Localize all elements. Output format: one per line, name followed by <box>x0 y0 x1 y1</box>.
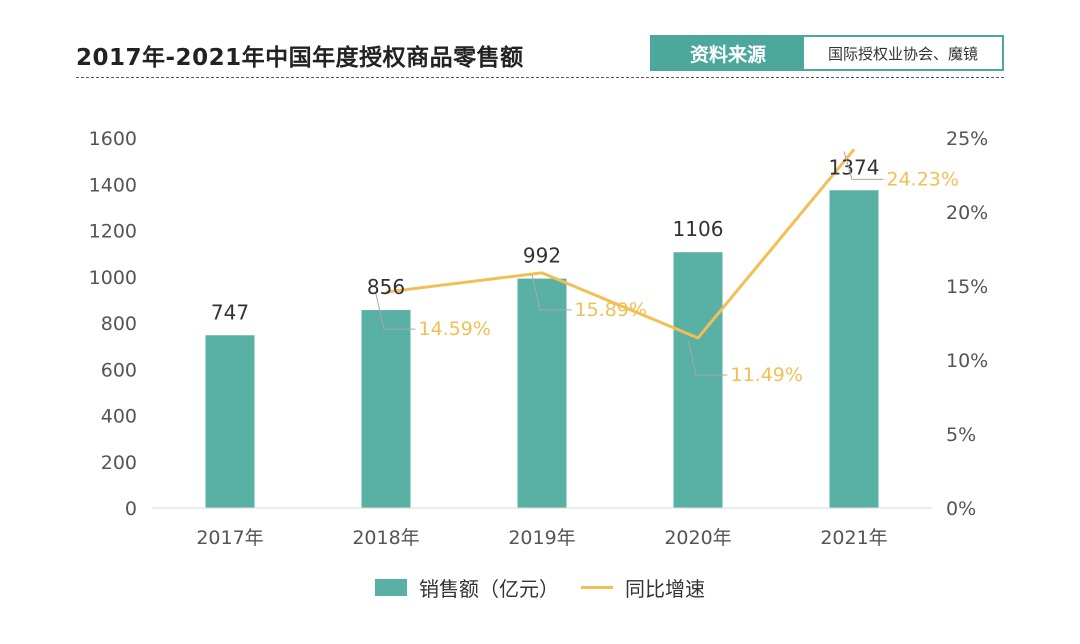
chart-title: 2017年-2021年中国年度授权商品零售额 <box>76 45 524 71</box>
bar-value-label: 1106 <box>673 217 724 241</box>
x-tick-label: 2021年 <box>820 527 887 549</box>
y-right-tick-label: 0% <box>946 498 976 520</box>
x-axis: 2017年 2018年 2019年 2020年 2021年 <box>152 507 932 549</box>
y-right-tick-label: 10% <box>946 350 988 372</box>
source-label: 资料来源 <box>652 37 804 69</box>
bar-value-label: 747 <box>211 300 249 324</box>
bar-2020年 <box>673 252 723 508</box>
bar-2021年 <box>829 190 879 508</box>
x-tick-label: 2019年 <box>508 527 575 549</box>
y-right-tick-label: 15% <box>946 276 988 298</box>
rate-value-label: 14.59% <box>419 318 491 340</box>
rate-label-leader <box>375 293 416 330</box>
x-tick-label: 2018年 <box>352 527 419 549</box>
source-box: 资料来源 国际授权业协会、魔镜 <box>650 35 1004 71</box>
y-right-tick-label: 25% <box>946 128 988 150</box>
bar-value-label: 856 <box>367 275 405 299</box>
rate-label-leader <box>531 274 572 311</box>
legend-swatch-sales <box>375 579 407 596</box>
legend-swatch-growth <box>581 586 613 589</box>
left-axis: 0 200 400 600 800 1000 1200 1400 1600 <box>89 128 137 520</box>
bar-series <box>205 190 879 508</box>
y-left-tick-label: 800 <box>101 313 137 335</box>
legend-label-sales: 销售额（亿元） <box>419 577 559 601</box>
title-divider <box>76 77 1004 78</box>
y-right-tick-label: 5% <box>946 424 976 446</box>
growth-line <box>385 148 856 340</box>
bar-2018年 <box>361 310 411 508</box>
y-left-tick-label: 1400 <box>89 174 137 196</box>
rate-data-labels: 14.59% 15.89% 11.49% 24.23% <box>375 151 959 386</box>
bar-value-label: 1374 <box>829 155 880 179</box>
x-tick-label: 2017年 <box>196 527 263 549</box>
y-left-tick-label: 200 <box>101 452 137 474</box>
bar-data-labels: 747 856 992 1106 1374 <box>211 155 880 324</box>
rate-line-series <box>385 148 856 340</box>
source-value: 国际授权业协会、魔镜 <box>827 44 978 63</box>
rate-value-label: 24.23% <box>887 168 959 190</box>
y-left-tick-label: 1200 <box>89 221 137 243</box>
y-left-tick-label: 600 <box>101 359 137 381</box>
rate-value-label: 11.49% <box>731 364 803 386</box>
y-right-tick-label: 20% <box>946 202 988 224</box>
legend-label-growth: 同比增速 <box>625 577 705 601</box>
x-tick-label: 2020年 <box>664 527 731 549</box>
bar-2017年 <box>205 335 255 508</box>
rate-value-label: 15.89% <box>575 299 647 321</box>
y-left-tick-label: 400 <box>101 406 137 428</box>
rate-label-leader <box>687 339 728 376</box>
legend: 销售额（亿元） 同比增速 <box>375 573 705 602</box>
bar-value-label: 992 <box>523 244 561 268</box>
y-left-tick-label: 1000 <box>89 267 137 289</box>
right-axis: 0% 5% 10% 15% 20% 25% <box>946 128 988 520</box>
rate-label-leader <box>843 151 884 180</box>
y-left-tick-label: 1600 <box>89 128 137 150</box>
bar-2019年 <box>517 278 567 508</box>
y-left-tick-label: 0 <box>125 498 137 520</box>
